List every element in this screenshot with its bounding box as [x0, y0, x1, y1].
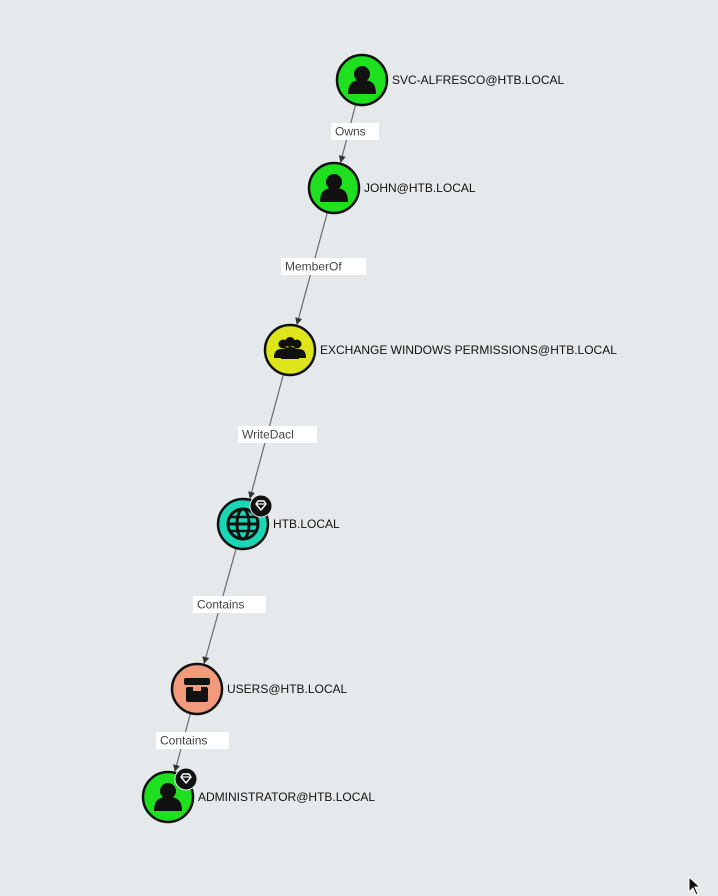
edge-label[interactable]: Contains — [160, 734, 207, 748]
edge-john-ewp[interactable]: MemberOf — [281, 211, 366, 326]
user-icon — [320, 174, 348, 202]
edge-label-box — [193, 596, 266, 613]
mouse-cursor-icon — [688, 876, 702, 896]
edge-label-box — [156, 732, 229, 749]
node-htb[interactable]: HTB.LOCAL — [216, 494, 340, 551]
edge-label[interactable]: Owns — [335, 125, 366, 139]
edge-label[interactable]: Contains — [197, 598, 244, 612]
edge-label-box — [331, 123, 379, 140]
edge-label-box — [238, 426, 317, 443]
edge-label-box — [281, 258, 366, 275]
high-value-gem-icon — [249, 494, 273, 518]
node-label[interactable]: SVC-ALFRESCO@HTB.LOCAL — [392, 73, 565, 87]
box-icon — [184, 678, 210, 702]
node-label[interactable]: HTB.LOCAL — [273, 517, 340, 531]
edge-arrowhead — [202, 656, 210, 664]
node-label[interactable]: EXCHANGE WINDOWS PERMISSIONS@HTB.LOCAL — [320, 343, 617, 357]
user-icon — [348, 66, 376, 94]
node-ewp[interactable]: EXCHANGE WINDOWS PERMISSIONS@HTB.LOCAL — [263, 323, 617, 377]
edge-arrowhead — [248, 491, 255, 499]
edge-svc-john[interactable]: Owns — [331, 104, 379, 163]
node-svc[interactable]: SVC-ALFRESCO@HTB.LOCAL — [335, 53, 565, 107]
group-icon — [274, 337, 306, 359]
edge-users-admin[interactable]: Contains — [156, 712, 229, 773]
user-icon — [154, 783, 182, 811]
node-label[interactable]: USERS@HTB.LOCAL — [227, 682, 348, 696]
node-john[interactable]: JOHN@HTB.LOCAL — [307, 161, 476, 215]
node-label[interactable]: ADMINISTRATOR@HTB.LOCAL — [198, 790, 375, 804]
edge-label[interactable]: WriteDacl — [242, 428, 294, 442]
node-users[interactable]: USERS@HTB.LOCAL — [170, 662, 348, 716]
edge-arrowhead — [338, 155, 346, 163]
high-value-gem-icon — [174, 767, 198, 791]
edge-arrowhead — [295, 317, 303, 325]
node-admin[interactable]: ADMINISTRATOR@HTB.LOCAL — [141, 767, 375, 824]
edge-arrowhead — [173, 764, 180, 772]
node-label[interactable]: JOHN@HTB.LOCAL — [364, 181, 476, 195]
edge-label[interactable]: MemberOf — [285, 260, 342, 274]
globe-icon — [226, 507, 260, 541]
edge-htb-users[interactable]: Contains — [193, 547, 266, 665]
edge-ewp-htb[interactable]: WriteDacl — [238, 373, 317, 500]
